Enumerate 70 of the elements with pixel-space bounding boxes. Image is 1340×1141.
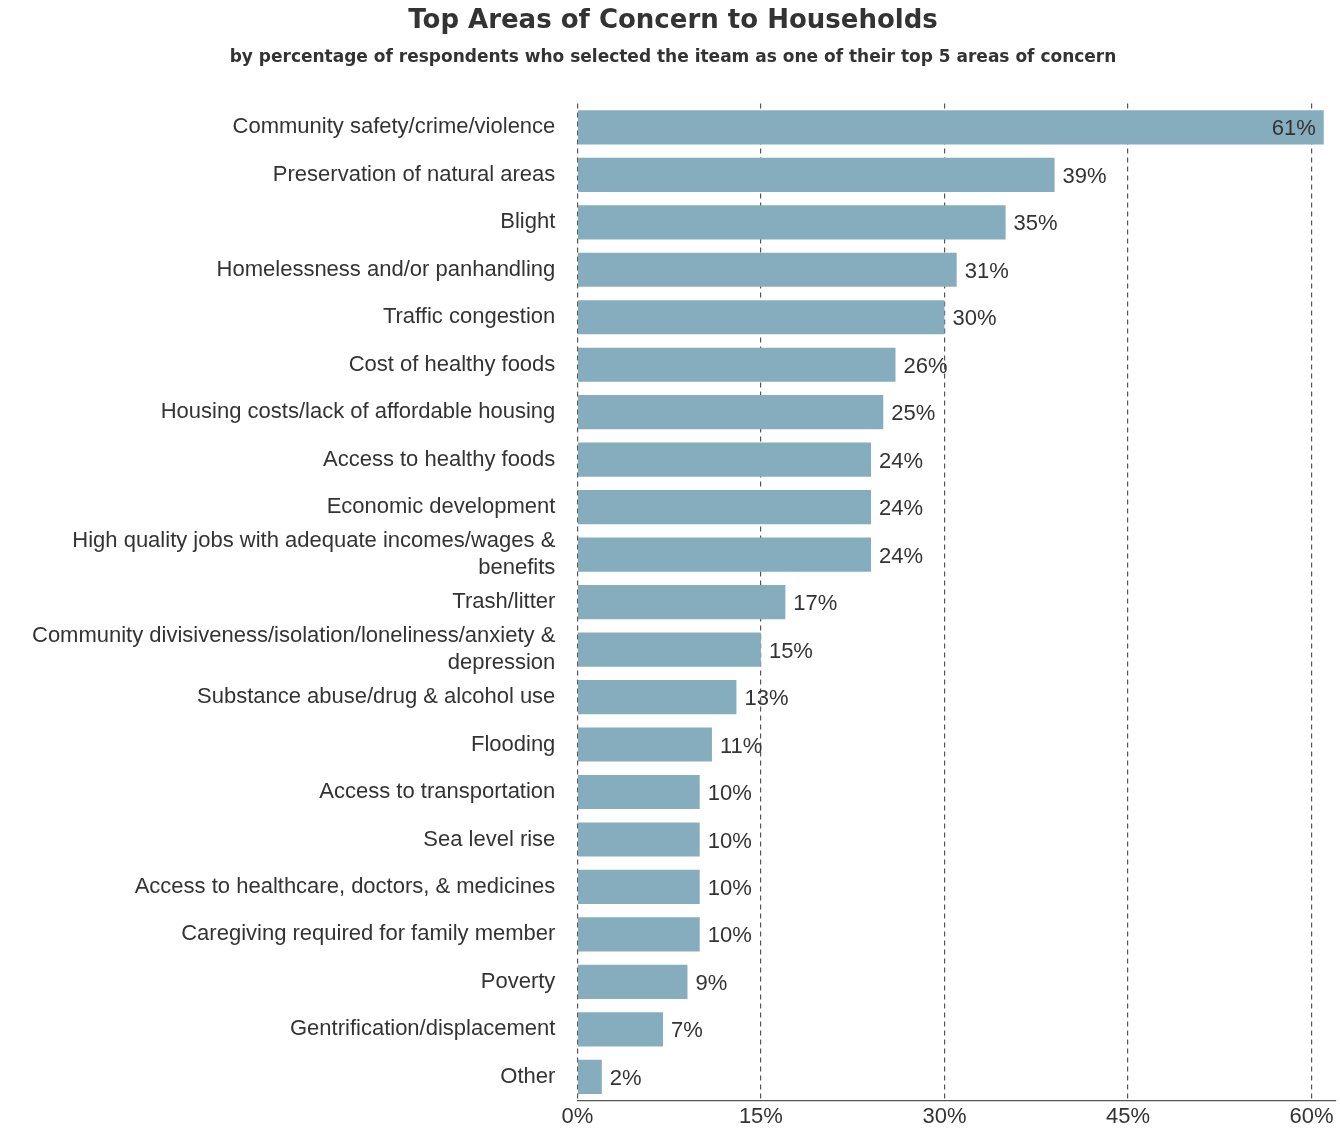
y-tick-label: Cost of healthy foods (348, 350, 556, 376)
bar (577, 917, 700, 952)
bar (577, 679, 737, 715)
y-tick-label: Homelessness and/or panhandling (216, 255, 556, 281)
chart-subtitle: by percentage of respondents who selected the iteam as one of their top 5 areas of concern (229, 45, 1117, 66)
data-label: 31% (964, 257, 1009, 283)
data-label: 7% (671, 1017, 703, 1043)
bar (577, 157, 1055, 192)
bar (577, 490, 872, 525)
data-label: 10% (707, 875, 752, 901)
y-tick-label: Poverty (480, 967, 556, 993)
y-tick-label: High quality jobs with adequate incomes/wages & benefits (72, 527, 556, 579)
y-tick-label: Community safety/crime/violence (232, 113, 556, 139)
bar (577, 822, 700, 857)
bar (577, 300, 945, 335)
y-tick-label: Gentrification/displacement (289, 1015, 556, 1041)
bar (577, 1012, 663, 1047)
y-tick-label: Access to transportation (319, 778, 556, 804)
y-tick-label: Access to healthcare, doctors, & medicines (134, 873, 556, 899)
x-tick-label: 15% (738, 1102, 783, 1128)
bar (577, 585, 786, 620)
x-tick-label: 45% (1105, 1102, 1151, 1128)
y-tick-label: Economic development (326, 493, 556, 519)
data-label: 39% (1062, 162, 1107, 188)
y-tick-label: Preservation of natural areas (272, 160, 556, 186)
data-label: 24% (879, 542, 924, 568)
bar (577, 442, 872, 477)
data-label: 26% (903, 352, 948, 378)
bar (577, 252, 957, 287)
bar (577, 205, 1006, 240)
bar (577, 964, 688, 999)
data-label: 11% (719, 732, 763, 758)
bar (577, 1059, 602, 1094)
y-tick-label: Traffic congestion (382, 303, 556, 329)
bar (577, 110, 1324, 145)
chart-title: Top Areas of Concern to Households (408, 4, 938, 35)
data-label: 13% (744, 685, 789, 711)
data-label: 15% (768, 637, 813, 663)
y-tick-label: Trash/litter (452, 588, 556, 614)
y-tick-label: Other (500, 1062, 556, 1088)
x-tick-label: 0% (561, 1102, 594, 1128)
data-label: 10% (707, 780, 752, 806)
y-tick-label: Blight (500, 208, 556, 234)
bar (577, 727, 712, 762)
data-label: 30% (952, 305, 997, 331)
y-tick-label: Sea level rise (423, 825, 556, 851)
y-tick-label: Caregiving required for family member (181, 920, 556, 946)
bar (577, 537, 872, 572)
data-label: 10% (707, 827, 752, 853)
y-tick-label: Access to healthy foods (322, 445, 556, 471)
bar (577, 347, 896, 382)
x-tick-label: 60% (1289, 1102, 1334, 1128)
data-label: 25% (891, 400, 936, 426)
y-tick-label: Substance abuse/drug & alcohol use (196, 683, 556, 709)
bar (577, 632, 761, 667)
y-tick-label: Housing costs/lack of affordable housing (160, 398, 556, 424)
bar (577, 869, 700, 905)
y-tick-label: Flooding (470, 730, 556, 756)
data-label: 2% (609, 1064, 642, 1090)
bar (577, 774, 700, 810)
data-label: 17% (793, 590, 838, 616)
bar (577, 395, 884, 430)
data-label: 9% (695, 969, 728, 995)
data-label: 10% (707, 922, 752, 948)
data-label: 35% (1013, 210, 1058, 236)
y-tick-label: Community divisiveness/isolation/loneliness/anxiety & depression (31, 622, 556, 674)
data-label: 24% (879, 447, 924, 473)
x-tick-label: 30% (922, 1102, 967, 1128)
data-label: 61% (1271, 115, 1316, 141)
data-label: 24% (879, 495, 924, 521)
